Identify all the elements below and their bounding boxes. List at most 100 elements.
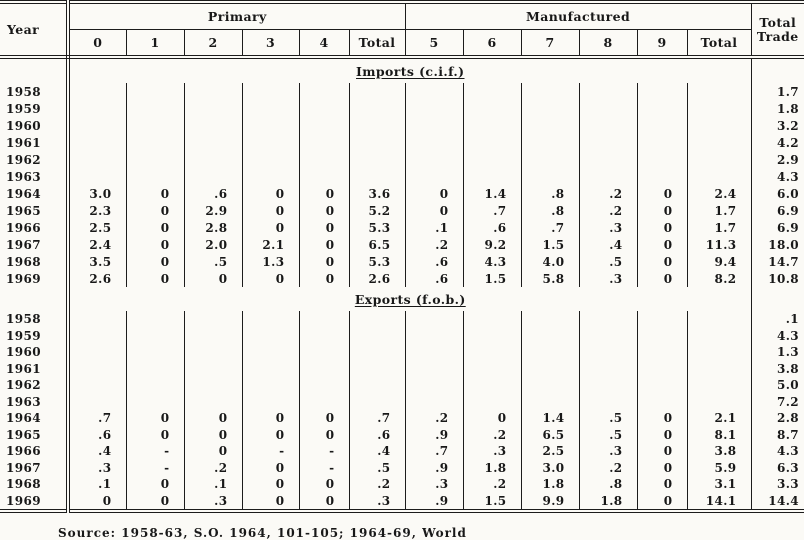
value-cell: .3 <box>579 219 638 236</box>
value-cell <box>637 360 688 377</box>
value-cell: 1.8 <box>579 492 638 511</box>
year-cell: 1963 <box>0 393 70 410</box>
value-cell: .1 <box>68 476 127 493</box>
value-cell <box>68 393 127 410</box>
section-title-row: Imports (c.i.f.) <box>0 57 804 83</box>
value-cell <box>299 168 350 185</box>
value-cell: 2.5 <box>68 219 127 236</box>
table-row: 1964.7 0 0 0 0.7.2 0 1.4.5 0 2.1 2.8 <box>0 410 804 427</box>
value-cell: 0 <box>242 185 300 202</box>
value-cell: 0 <box>242 219 300 236</box>
value-cell <box>242 151 300 168</box>
value-cell: 2.6 <box>349 270 406 287</box>
value-cell <box>68 168 127 185</box>
value-cell <box>405 327 464 344</box>
value-cell <box>579 100 638 117</box>
col-header-0: 0 <box>68 29 127 59</box>
year-cell: 1966 <box>0 219 70 236</box>
value-cell <box>126 344 185 361</box>
value-cell <box>463 344 522 361</box>
year-cell: 1969 <box>0 270 70 287</box>
value-cell: 9.9 <box>521 492 580 511</box>
value-cell: 0 <box>184 270 243 287</box>
value-cell: .7 <box>405 443 464 460</box>
value-cell: .8 <box>521 185 580 202</box>
total-trade-cell: 6.3 <box>776 460 800 475</box>
value-cell: 0 <box>126 253 185 270</box>
year-cell: 1959 <box>0 100 70 117</box>
value-cell <box>405 83 464 100</box>
table-row: 1965 2.3 0 2.9 0 0 5.2 0.7.8.2 0 1.7 6.9 <box>0 202 804 219</box>
total-trade-cell: 14.7 <box>768 254 800 269</box>
year-cell-empty <box>0 287 70 311</box>
value-cell <box>687 168 752 185</box>
value-cell: 0 <box>242 270 300 287</box>
value-cell <box>349 344 406 361</box>
value-cell <box>637 393 688 410</box>
value-cell <box>68 117 127 134</box>
value-cell: 0 <box>637 219 688 236</box>
value-cell: .6 <box>349 426 406 443</box>
value-cell: 0 <box>637 443 688 460</box>
value-cell: - <box>299 443 350 460</box>
total-trade-column-header: Total Trade <box>751 2 804 59</box>
col-header-primary-total: Total <box>349 29 406 59</box>
value-cell: 1.5 <box>521 236 580 253</box>
value-cell: 5.3 <box>349 253 406 270</box>
value-cell: 1.5 <box>463 270 522 287</box>
value-cell: 0 <box>405 202 464 219</box>
value-cell: .5 <box>184 253 243 270</box>
table-row: 1966.4-0- - .4.7.3 2.5.3 0 3.8 4.3 <box>0 443 804 460</box>
value-cell: 1.8 <box>463 459 522 476</box>
value-cell <box>184 377 243 394</box>
value-cell <box>637 117 688 134</box>
value-cell: 0 <box>299 253 350 270</box>
value-cell: 0 <box>637 426 688 443</box>
value-cell: 1.4 <box>521 410 580 427</box>
value-cell <box>126 134 185 151</box>
value-cell <box>242 311 300 328</box>
total-trade-cell: 3.8 <box>776 361 800 376</box>
value-cell: .2 <box>405 236 464 253</box>
value-cell <box>242 377 300 394</box>
value-cell <box>637 83 688 100</box>
year-cell: 1966 <box>0 443 70 460</box>
value-cell: 2.5 <box>521 443 580 460</box>
table-row: 1963 4.3 <box>0 168 804 185</box>
year-cell: 1964 <box>0 410 70 427</box>
year-column-header: Year <box>0 2 70 59</box>
value-cell: .7 <box>463 202 522 219</box>
value-cell <box>687 393 752 410</box>
value-cell <box>687 377 752 394</box>
exports-section: Exports (f.o.b.) 1958.1 1959 4.3 1960 1.3 1961… <box>0 287 804 511</box>
value-cell: 3.5 <box>68 253 127 270</box>
primary-group-header: Primary <box>68 2 406 30</box>
col-header-3: 3 <box>242 29 300 59</box>
value-cell <box>405 311 464 328</box>
value-cell: 0 <box>299 270 350 287</box>
value-cell <box>405 117 464 134</box>
value-cell: 1.7 <box>687 202 752 219</box>
value-cell <box>521 117 580 134</box>
value-cell <box>463 168 522 185</box>
value-cell: .6 <box>463 219 522 236</box>
table-row: 1965.6 0 0 0 0.6.9.2 6.5.5 0 8.1 8.7 <box>0 426 804 443</box>
value-cell <box>463 377 522 394</box>
value-cell: .3 <box>463 443 522 460</box>
value-cell: 0 <box>242 410 300 427</box>
table-row: 1960 3.2 <box>0 117 804 134</box>
value-cell: 0 <box>184 410 243 427</box>
value-cell: 0 <box>126 426 185 443</box>
value-cell <box>68 344 127 361</box>
value-cell: 5.2 <box>349 202 406 219</box>
value-cell <box>242 100 300 117</box>
total-trade-cell: 4.3 <box>776 328 800 343</box>
value-cell: .9 <box>405 492 464 511</box>
year-cell: 1962 <box>0 151 70 168</box>
value-cell <box>405 377 464 394</box>
value-cell: .5 <box>579 253 638 270</box>
value-cell: 6.5 <box>521 426 580 443</box>
value-cell <box>687 83 752 100</box>
value-cell <box>687 151 752 168</box>
value-cell: 0 <box>299 202 350 219</box>
